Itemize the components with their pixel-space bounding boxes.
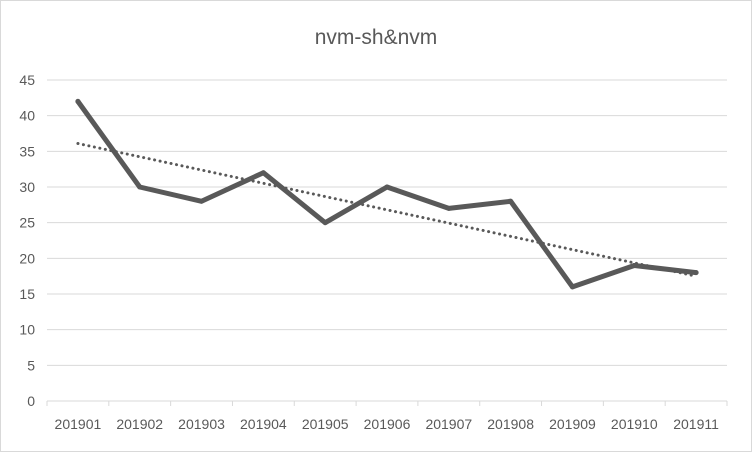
x-tick-label: 201911 (673, 416, 719, 432)
gridlines (46, 79, 728, 406)
y-tick-label: 10 (19, 322, 35, 338)
trendline (76, 141, 698, 278)
y-tick-label: 0 (27, 393, 35, 409)
data-point (260, 170, 266, 176)
x-tick-label: 201907 (425, 416, 472, 432)
x-tick-label: 201903 (178, 416, 225, 432)
y-tick-label: 45 (19, 72, 35, 88)
y-tick-label: 25 (19, 215, 35, 231)
x-tick-label: 201901 (55, 416, 102, 432)
x-axis-labels: 201901 201902 201903 201904 201905 201906 2019… (55, 416, 720, 432)
x-tick-label: 201905 (302, 416, 349, 432)
x-tick-label: 201909 (549, 416, 596, 432)
data-point (693, 270, 699, 276)
x-tick-label: 201902 (116, 416, 163, 432)
y-tick-label: 5 (27, 357, 35, 373)
x-tick-label: 201908 (487, 416, 534, 432)
series-layer (75, 98, 699, 290)
y-tick-label: 15 (19, 286, 35, 302)
y-axis-labels: 0 5 10 15 20 25 30 35 40 45 (19, 72, 35, 409)
data-point (384, 184, 390, 190)
data-point (199, 198, 205, 204)
data-point (508, 198, 514, 204)
x-tick-label: 201904 (240, 416, 287, 432)
data-point (322, 220, 328, 226)
data-point (137, 184, 143, 190)
chart-title: nvm-sh&nvm (314, 26, 438, 49)
series-line (75, 98, 699, 290)
y-tick-label: 20 (19, 250, 35, 266)
trendline-layer (76, 141, 698, 278)
x-tick-label: 201906 (364, 416, 411, 432)
y-tick-label: 35 (19, 143, 35, 159)
data-point (446, 205, 452, 211)
data-point (569, 284, 575, 290)
y-tick-label: 30 (19, 179, 35, 195)
y-tick-label: 40 (19, 108, 35, 124)
data-point (75, 98, 81, 104)
x-tick-label: 201910 (611, 416, 658, 432)
